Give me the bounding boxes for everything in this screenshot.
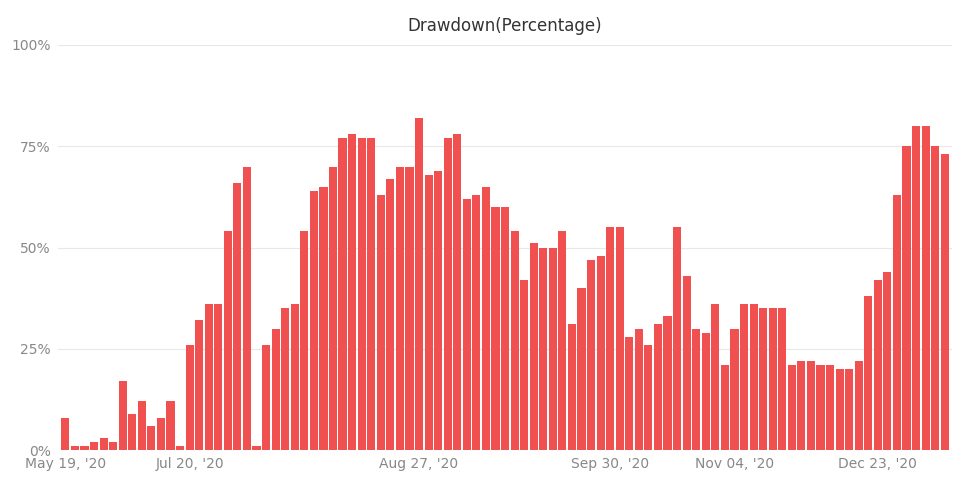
Bar: [234, 182, 241, 450]
Bar: [530, 244, 537, 450]
Bar: [290, 304, 299, 450]
Bar: [653, 324, 661, 450]
Bar: [663, 316, 671, 450]
Bar: [930, 146, 938, 450]
Bar: [462, 199, 470, 450]
Bar: [491, 207, 499, 450]
Bar: [873, 280, 881, 450]
Bar: [586, 260, 595, 450]
Bar: [921, 126, 928, 450]
Bar: [863, 296, 872, 450]
Bar: [835, 369, 843, 450]
Bar: [81, 446, 88, 450]
Bar: [768, 308, 776, 450]
Bar: [71, 446, 79, 450]
Bar: [386, 178, 394, 450]
Bar: [481, 186, 489, 450]
Bar: [548, 248, 556, 450]
Bar: [243, 166, 251, 450]
Bar: [673, 227, 680, 450]
Bar: [844, 369, 852, 450]
Bar: [615, 227, 623, 450]
Bar: [109, 442, 117, 450]
Bar: [777, 308, 785, 450]
Bar: [758, 308, 766, 450]
Bar: [424, 174, 432, 450]
Bar: [701, 332, 709, 450]
Title: Drawdown(Percentage): Drawdown(Percentage): [407, 17, 602, 35]
Bar: [797, 361, 804, 450]
Bar: [367, 138, 375, 450]
Bar: [605, 227, 614, 450]
Bar: [224, 232, 232, 450]
Bar: [682, 276, 690, 450]
Bar: [644, 344, 652, 450]
Bar: [137, 402, 146, 450]
Bar: [539, 248, 547, 450]
Bar: [300, 232, 308, 450]
Bar: [176, 446, 184, 450]
Bar: [557, 232, 566, 450]
Bar: [472, 195, 480, 450]
Bar: [634, 328, 642, 450]
Bar: [901, 146, 910, 450]
Bar: [338, 138, 346, 450]
Bar: [453, 134, 461, 450]
Bar: [90, 442, 98, 450]
Bar: [940, 154, 948, 450]
Bar: [118, 381, 127, 450]
Bar: [787, 365, 795, 450]
Bar: [348, 134, 356, 450]
Bar: [596, 256, 604, 450]
Bar: [166, 402, 174, 450]
Bar: [710, 304, 719, 450]
Bar: [405, 166, 413, 450]
Bar: [433, 170, 442, 450]
Bar: [261, 344, 270, 450]
Bar: [185, 344, 193, 450]
Bar: [739, 304, 748, 450]
Bar: [816, 365, 824, 450]
Bar: [567, 324, 576, 450]
Bar: [214, 304, 222, 450]
Bar: [319, 186, 327, 450]
Bar: [281, 308, 289, 450]
Bar: [443, 138, 452, 450]
Bar: [309, 191, 318, 450]
Bar: [99, 438, 108, 450]
Bar: [377, 195, 384, 450]
Bar: [882, 272, 891, 450]
Bar: [892, 195, 900, 450]
Bar: [128, 414, 136, 450]
Bar: [749, 304, 757, 450]
Bar: [720, 365, 728, 450]
Bar: [205, 304, 212, 450]
Bar: [853, 361, 862, 450]
Bar: [157, 418, 165, 450]
Bar: [147, 426, 156, 450]
Bar: [395, 166, 404, 450]
Bar: [806, 361, 814, 450]
Bar: [691, 328, 700, 450]
Bar: [577, 288, 585, 450]
Bar: [729, 328, 738, 450]
Bar: [357, 138, 365, 450]
Bar: [911, 126, 919, 450]
Bar: [625, 336, 632, 450]
Bar: [195, 320, 203, 450]
Bar: [62, 418, 69, 450]
Bar: [414, 118, 423, 450]
Bar: [501, 207, 508, 450]
Bar: [510, 232, 518, 450]
Bar: [271, 328, 280, 450]
Bar: [825, 365, 833, 450]
Bar: [329, 166, 336, 450]
Bar: [252, 446, 260, 450]
Bar: [520, 280, 528, 450]
